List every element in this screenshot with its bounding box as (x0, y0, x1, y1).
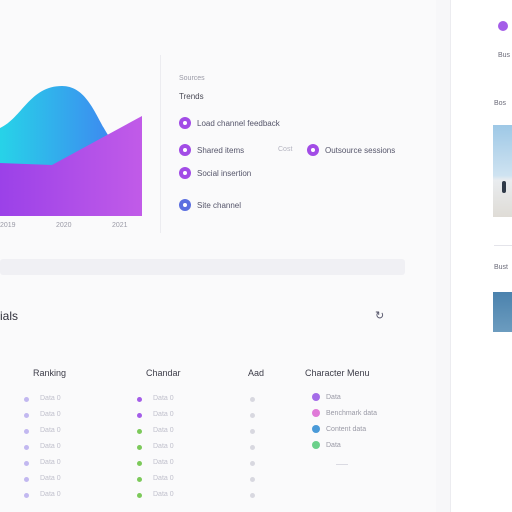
legend-color-dot (179, 167, 191, 179)
side-divider (494, 245, 512, 246)
section-title: ials (0, 309, 19, 323)
column-header-ad[interactable]: Aad (248, 368, 265, 378)
legend-item[interactable]: Social insertion (179, 167, 251, 179)
column-header-channel[interactable]: Chandar (146, 368, 181, 378)
channel-legend-label: Content data (326, 425, 367, 433)
area-chart-svg (0, 86, 142, 216)
series-purple-area (0, 116, 142, 216)
row-dot-ranking (24, 477, 29, 482)
refresh-icon[interactable]: ↻ (375, 310, 385, 322)
row-text-ranking: Data 0 (40, 475, 61, 482)
legend-title: Trends (179, 92, 204, 101)
row-dot-channel (137, 413, 142, 418)
channel-legend-item: Content data (312, 425, 366, 433)
row-text-ranking: Data 0 (40, 411, 61, 418)
column-header-channels[interactable]: Character Menu (305, 368, 370, 378)
legend-item[interactable]: Outsource sessions (307, 144, 395, 156)
row-dot-ranking (24, 461, 29, 466)
x-tick-label: 2020 (56, 222, 72, 229)
row-dot-ranking (24, 397, 29, 402)
side-label: Bos (494, 100, 507, 107)
channel-legend-item: Data (312, 393, 341, 401)
row-text-ranking: Data 0 (40, 491, 61, 498)
main-panel (0, 0, 436, 512)
legend-mid-text: Cost (278, 146, 293, 153)
channel-color-dot (312, 441, 320, 449)
row-text-channel: Data 0 (153, 411, 174, 418)
legend-item-label: Site channel (197, 200, 242, 210)
legend-item[interactable]: Shared items (179, 144, 244, 156)
row-dot-channel (137, 397, 142, 402)
row-text-ranking: Data 0 (40, 443, 61, 450)
legend-color-dot (307, 144, 319, 156)
legend-divider (336, 464, 348, 465)
row-dot-ad (250, 445, 255, 450)
row-dot-ranking (24, 493, 29, 498)
channel-legend-label: Benchmark data (326, 409, 377, 417)
row-text-ranking: Data 0 (40, 427, 61, 434)
legend-item-label: Social insertion (197, 168, 252, 178)
legend-item[interactable]: Load channel feedback (179, 117, 280, 129)
channel-color-dot (312, 393, 320, 401)
legend-item[interactable]: Site channel (179, 199, 241, 211)
channel-color-dot (312, 425, 320, 433)
channel-legend-item: Data (312, 441, 341, 449)
status-dot[interactable] (498, 21, 508, 31)
row-text-channel: Data 0 (153, 427, 174, 434)
legend-item-label: Shared items (197, 145, 245, 155)
legend-color-dot (179, 117, 191, 129)
row-dot-channel (137, 493, 142, 498)
row-dot-ad (250, 477, 255, 482)
x-tick-label: 2021 (112, 222, 128, 229)
row-text-channel: Data 0 (153, 395, 174, 402)
row-text-channel: Data 0 (153, 459, 174, 466)
side-label: Bus (498, 52, 511, 59)
legend-color-dot (179, 144, 191, 156)
beach-thumbnail[interactable] (493, 125, 512, 217)
row-dot-channel (137, 477, 142, 482)
chart-divider (160, 55, 161, 233)
channel-legend-label: Data (326, 393, 341, 401)
legend-kicker: Sources (179, 75, 205, 82)
row-text-channel: Data 0 (153, 491, 174, 498)
row-text-channel: Data 0 (153, 443, 174, 450)
channel-legend-item: Benchmark data (312, 409, 377, 417)
legend-item-label: Load channel feedback (197, 118, 280, 128)
column-header-ranking[interactable]: Ranking (33, 368, 67, 378)
row-dot-ranking (24, 429, 29, 434)
row-dot-ranking (24, 413, 29, 418)
x-tick-label: 2019 (0, 222, 16, 229)
row-dot-ranking (24, 445, 29, 450)
row-text-ranking: Data 0 (40, 395, 61, 402)
row-dot-channel (137, 445, 142, 450)
row-dot-channel (137, 461, 142, 466)
row-dot-ad (250, 429, 255, 434)
legend-item-label: Outsource sessions (325, 145, 396, 155)
row-dot-ad (250, 397, 255, 402)
row-text-channel: Data 0 (153, 475, 174, 482)
channel-color-dot (312, 409, 320, 417)
side-label: Bust (494, 264, 509, 271)
row-dot-ad (250, 413, 255, 418)
trend-chart (0, 48, 154, 233)
runner-figure (502, 181, 506, 193)
progress-bar (0, 259, 405, 275)
row-dot-channel (137, 429, 142, 434)
row-dot-ad (250, 493, 255, 498)
row-text-ranking: Data 0 (40, 459, 61, 466)
channel-legend-label: Data (326, 441, 341, 449)
legend-color-dot (179, 199, 191, 211)
row-dot-ad (250, 461, 255, 466)
side-panel (450, 0, 512, 512)
lake-thumbnail[interactable] (493, 292, 512, 332)
